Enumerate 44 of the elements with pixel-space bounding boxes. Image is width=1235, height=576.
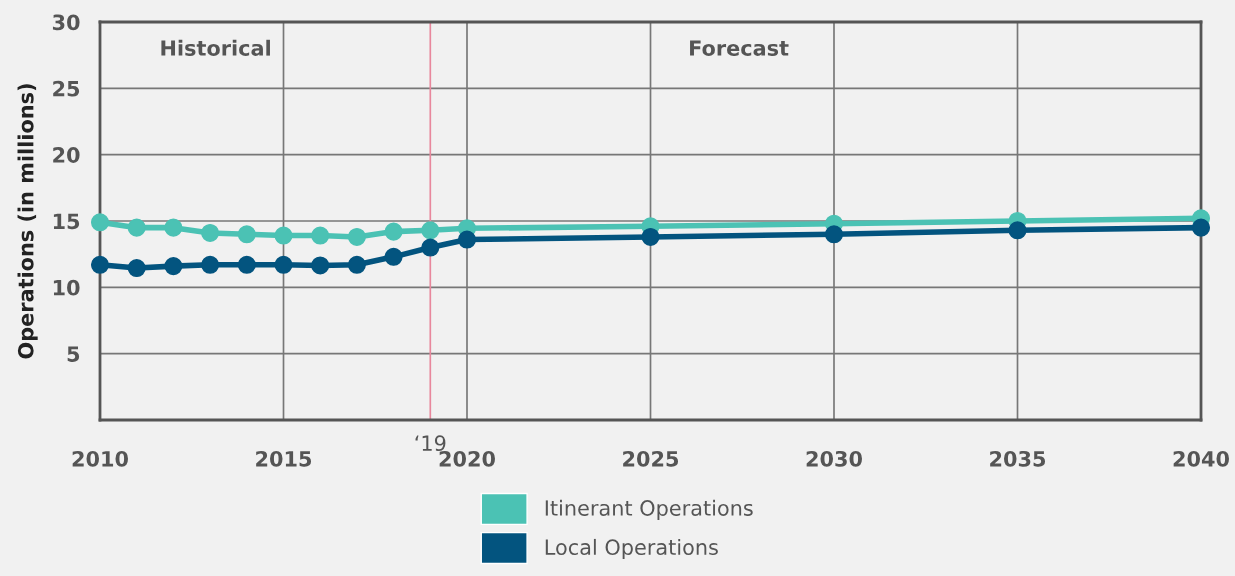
x-tick-label: 2035 [990, 450, 1046, 467]
point [311, 256, 330, 275]
point [164, 218, 183, 237]
point [384, 222, 403, 241]
annotation: Historical [161, 39, 270, 56]
point [201, 255, 220, 274]
point [164, 257, 183, 276]
annotation: Forecast [690, 40, 789, 56]
point [237, 225, 256, 244]
y-tick-label: 15 [53, 213, 80, 230]
x-tick-label: 2030 [806, 450, 862, 467]
point [311, 226, 330, 245]
y-tick-label: 5 [67, 346, 80, 362]
x-tick-label: 2020 [439, 450, 495, 467]
point [457, 230, 477, 249]
point [824, 225, 844, 244]
point [347, 255, 366, 274]
point [127, 218, 146, 237]
point [201, 223, 220, 242]
x-tick-label: 2010 [72, 450, 128, 467]
y-axis-title: Operations (in millions) [17, 84, 38, 359]
point [127, 259, 146, 278]
point [384, 247, 403, 266]
point [1008, 221, 1027, 240]
y-tick-label: 20 [53, 147, 80, 163]
y-tick-label: 10 [53, 279, 80, 296]
point [347, 227, 366, 246]
point [237, 255, 256, 274]
point [641, 227, 660, 246]
point [274, 226, 293, 245]
x-tick-label: 2015 [256, 450, 312, 467]
point [1191, 218, 1211, 237]
y-tick-label: 30 [52, 14, 80, 31]
x-tick-label: 2025 [623, 450, 679, 467]
point [90, 213, 110, 232]
legend-label: Itinerant Operations [545, 499, 753, 520]
x-tick-label: 2040 [1173, 450, 1229, 467]
point [90, 255, 110, 274]
ref-line-label: ‘19 [415, 435, 446, 452]
legend-label: Local Operations [545, 538, 718, 560]
point [274, 255, 293, 274]
y-tick-label: 25 [53, 80, 80, 97]
point [421, 238, 440, 257]
point [421, 221, 440, 240]
